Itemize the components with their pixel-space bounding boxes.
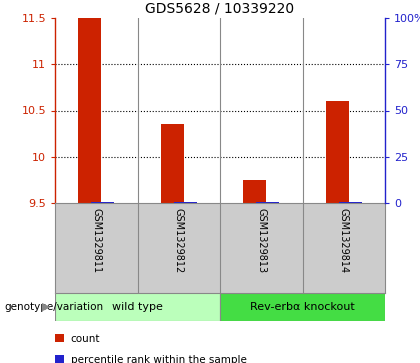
Text: percentile rank within the sample: percentile rank within the sample <box>71 355 247 363</box>
Bar <box>256 202 279 203</box>
Bar <box>55 293 220 321</box>
Text: GSM1329813: GSM1329813 <box>256 208 266 273</box>
Bar <box>174 202 197 203</box>
Text: GSM1329814: GSM1329814 <box>339 208 349 273</box>
Text: ▶: ▶ <box>42 302 51 312</box>
Bar <box>326 101 349 203</box>
Bar <box>78 18 101 203</box>
Text: GSM1329811: GSM1329811 <box>91 208 101 273</box>
Text: count: count <box>71 334 100 344</box>
Bar <box>91 202 114 203</box>
Text: Rev-erbα knockout: Rev-erbα knockout <box>250 302 355 312</box>
Text: GSM1329812: GSM1329812 <box>174 208 184 273</box>
Bar <box>160 125 184 203</box>
Title: GDS5628 / 10339220: GDS5628 / 10339220 <box>145 1 294 16</box>
Bar <box>220 293 385 321</box>
Bar <box>339 202 362 203</box>
Text: genotype/variation: genotype/variation <box>4 302 103 312</box>
Text: wild type: wild type <box>112 302 163 312</box>
Bar <box>243 180 266 203</box>
